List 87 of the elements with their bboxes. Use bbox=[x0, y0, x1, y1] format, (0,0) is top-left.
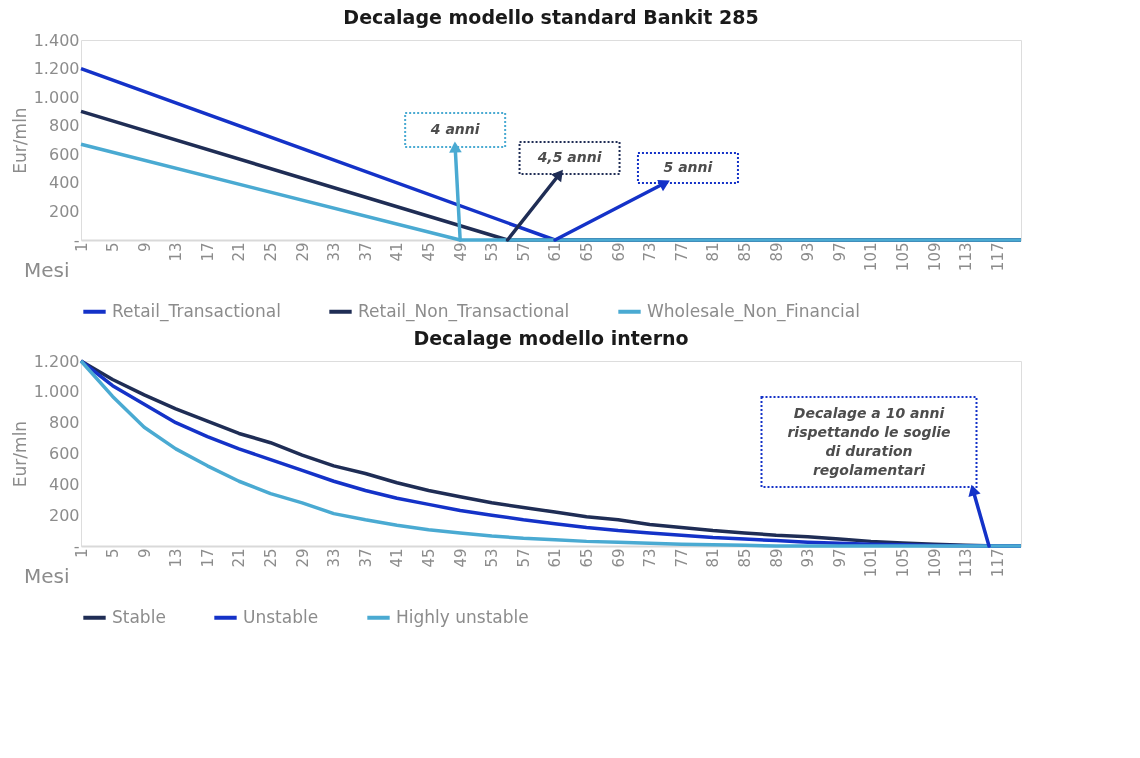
x-tick-label: 45 bbox=[420, 548, 439, 568]
y-tick-label: 1.400 bbox=[33, 30, 80, 50]
annotation: 4,5 anni bbox=[536, 149, 602, 165]
legend-label: Unstable bbox=[243, 606, 319, 627]
x-tick-label: 81 bbox=[704, 242, 723, 262]
x-tick-label: 113 bbox=[957, 548, 976, 578]
x-tick-label: 93 bbox=[799, 548, 818, 568]
y-tick-label: 600 bbox=[48, 144, 80, 164]
x-axis-title: Mesi bbox=[23, 257, 70, 282]
x-tick-label: 5 bbox=[104, 242, 123, 253]
x-tick-label: 49 bbox=[451, 242, 470, 262]
x-tick-label: 37 bbox=[356, 548, 375, 568]
x-tick-label: 73 bbox=[641, 242, 660, 262]
x-tick-label: 57 bbox=[514, 548, 533, 568]
x-tick-label: 21 bbox=[230, 548, 249, 568]
legend-label: Stable bbox=[112, 606, 166, 627]
x-tick-label: 113 bbox=[957, 242, 976, 272]
x-tick-label: 89 bbox=[767, 548, 786, 568]
annotation: 4 anni bbox=[429, 121, 480, 137]
chart-title: Decalage modello interno bbox=[413, 327, 689, 349]
x-tick-label: 77 bbox=[672, 548, 691, 568]
y-axis-title: Eur/mln bbox=[9, 107, 30, 174]
y-axis-title: Eur/mln bbox=[9, 420, 30, 488]
x-tick-label: 29 bbox=[293, 548, 312, 568]
x-tick-label: 53 bbox=[483, 548, 502, 568]
x-tick-label: 61 bbox=[546, 242, 565, 262]
x-tick-label: 85 bbox=[736, 242, 755, 262]
x-tick-label: 109 bbox=[925, 242, 944, 272]
x-tick-label: 33 bbox=[325, 548, 344, 568]
y-tick-label: 1.000 bbox=[33, 382, 80, 402]
x-tick-label: 41 bbox=[388, 548, 407, 568]
x-tick-label: 117 bbox=[988, 548, 1007, 578]
x-tick-label: 25 bbox=[262, 548, 281, 568]
x-tick-label: 17 bbox=[198, 548, 217, 568]
x-tick-label: 69 bbox=[609, 242, 628, 262]
legend-label: Retail_Transactional bbox=[112, 300, 281, 322]
x-tick-label: 65 bbox=[578, 242, 597, 262]
x-tick-label: 29 bbox=[293, 242, 312, 262]
x-tick-label: 13 bbox=[167, 242, 186, 262]
x-axis-title: Mesi bbox=[23, 563, 70, 588]
x-tick-label: 69 bbox=[609, 548, 628, 568]
x-tick-label: 93 bbox=[799, 242, 818, 262]
y-tick-label: 400 bbox=[48, 474, 80, 494]
x-tick-label: 25 bbox=[262, 242, 281, 262]
x-tick-label: 45 bbox=[420, 242, 439, 262]
x-tick-label: 65 bbox=[578, 548, 597, 568]
x-tick-label: 33 bbox=[325, 242, 344, 262]
y-tick-label: 800 bbox=[48, 116, 80, 136]
legend-label: Highly unstable bbox=[396, 606, 529, 627]
x-tick-label: 101 bbox=[862, 242, 881, 272]
y-tick-label: 800 bbox=[48, 413, 80, 433]
x-tick-label: 105 bbox=[894, 242, 913, 272]
x-tick-label: 97 bbox=[830, 548, 849, 568]
x-tick-label: 21 bbox=[230, 242, 249, 262]
x-tick-label: 89 bbox=[767, 242, 786, 262]
annotation: 5 anni bbox=[663, 159, 713, 175]
y-tick-label: 200 bbox=[48, 201, 80, 221]
x-tick-label: 13 bbox=[167, 548, 186, 568]
x-tick-label: 81 bbox=[704, 548, 723, 568]
x-tick-label: 117 bbox=[988, 242, 1007, 272]
legend-label: Wholesale_Non_Financial bbox=[647, 300, 860, 322]
y-tick-label: 1.200 bbox=[33, 59, 80, 79]
y-tick-label: 1.000 bbox=[33, 87, 80, 107]
x-tick-label: 5 bbox=[104, 548, 123, 559]
x-tick-label: 49 bbox=[451, 548, 470, 568]
x-tick-label: 41 bbox=[388, 242, 407, 262]
y-tick-label: 400 bbox=[48, 173, 80, 193]
y-tick-label: 1.200 bbox=[33, 351, 80, 371]
x-tick-label: 73 bbox=[641, 548, 660, 568]
y-tick-label: 200 bbox=[48, 505, 80, 525]
y-tick-label: 600 bbox=[48, 444, 80, 463]
x-tick-label: 61 bbox=[546, 548, 565, 568]
x-tick-label: 9 bbox=[135, 548, 154, 559]
x-tick-label: 17 bbox=[198, 242, 217, 262]
annotation: Decalage a 10 anni rispettando le soglie di duration regolamentari bbox=[787, 404, 951, 478]
x-tick-label: 9 bbox=[135, 242, 154, 253]
x-tick-label: 105 bbox=[894, 548, 913, 578]
x-tick-label: 109 bbox=[925, 548, 944, 578]
chart-title: Decalage modello standard Bankit 285 bbox=[343, 6, 759, 28]
x-tick-label: 101 bbox=[862, 548, 881, 578]
x-tick-label: 85 bbox=[736, 548, 755, 568]
x-tick-label: 37 bbox=[356, 242, 375, 262]
x-tick-label: 57 bbox=[514, 242, 533, 262]
x-tick-label: 77 bbox=[672, 242, 691, 262]
x-tick-label: 97 bbox=[830, 242, 849, 262]
x-tick-label: 53 bbox=[483, 242, 502, 262]
legend-label: Retail_Non_Transactional bbox=[358, 300, 570, 322]
